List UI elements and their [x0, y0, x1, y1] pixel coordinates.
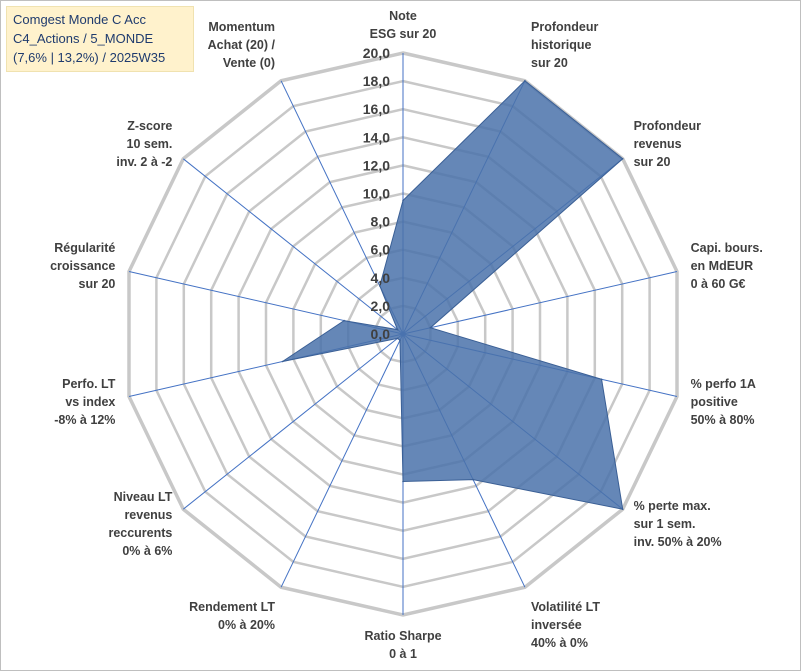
axis-label: croissance — [50, 259, 115, 273]
tick-label: 6,0 — [371, 242, 391, 258]
data-point — [472, 478, 474, 481]
data-point — [379, 285, 381, 287]
axis-label: reccurents — [108, 526, 172, 540]
axis-label: en MdEUR — [691, 259, 754, 273]
axis-label: 0% à 6% — [122, 544, 172, 558]
axis-spoke — [402, 271, 678, 335]
title-line-2: C4_Actions / 5_MONDE — [13, 31, 154, 46]
axis-label: Régularité — [54, 241, 115, 255]
axis-label: sur 1 sem. — [634, 517, 696, 531]
tick-label: 2,0 — [371, 298, 391, 314]
axis-spoke — [182, 333, 404, 510]
data-series-area — [282, 80, 624, 510]
axis-label: 50% à 80% — [691, 413, 755, 427]
axis-label: inv. 2 à -2 — [116, 155, 172, 169]
axis-spoke — [182, 158, 404, 335]
axis-label: inv. 50% à 20% — [634, 535, 722, 549]
title-line-3: (7,6% | 13,2%) / 2025W35 — [13, 50, 166, 65]
axis-label: Momentum — [208, 20, 275, 34]
axis-label: Ratio Sharpe — [364, 629, 441, 643]
title-line-1: Comgest Monde C Acc — [13, 12, 146, 27]
axis-label: Profondeur — [634, 119, 701, 133]
axis-label: sur 20 — [634, 155, 671, 169]
axis-label: revenus — [634, 137, 682, 151]
tick-label: 0,0 — [371, 326, 391, 342]
axis-label: historique — [531, 38, 591, 52]
tick-label: 20,0 — [363, 45, 390, 61]
axis-label: ESG sur 20 — [370, 27, 437, 41]
data-point — [402, 199, 404, 202]
axis-label: positive — [691, 395, 738, 409]
axis-label: inversée — [531, 618, 582, 632]
axis-label: Volatilité LT — [531, 600, 600, 614]
tick-label: 8,0 — [371, 214, 391, 230]
series-layer — [281, 80, 624, 511]
axis-label: 0 à 1 — [389, 647, 417, 661]
axis-label: -8% à 12% — [54, 413, 115, 427]
axis-label: Rendement LT — [189, 600, 275, 614]
axis-label: Profondeur — [531, 20, 598, 34]
tick-layer: 0,0 2,0 4,0 6,0 8,0 10,0 12,0 14,0 16,0 18,0 20,0 — [363, 45, 390, 342]
tick-label: 10,0 — [363, 186, 390, 202]
data-point — [621, 508, 624, 511]
axis-label: revenus — [124, 508, 172, 522]
chart-title-box: Comgest Monde C Acc C4_Actions / 5_MONDE… — [6, 6, 194, 72]
axis-spoke — [280, 333, 404, 588]
axis-label: 40% à 0% — [531, 636, 588, 650]
axis-label: sur 20 — [531, 56, 568, 70]
data-point — [343, 319, 345, 322]
axis-label: Perfo. LT — [62, 377, 116, 391]
axis-label: Niveau LT — [114, 490, 173, 504]
data-point — [621, 158, 624, 160]
tick-label: 12,0 — [363, 157, 390, 173]
data-point — [600, 378, 603, 381]
axis-label: 0 à 60 G€ — [691, 277, 746, 291]
axis-label: vs index — [65, 395, 115, 409]
data-point — [281, 360, 284, 363]
axis-label: Vente (0) — [223, 56, 275, 70]
data-point — [396, 337, 399, 340]
axis-label: Capi. bours. — [691, 241, 763, 255]
label-layer: Note ESG sur 20 Profondeur historique sur 20… — [50, 9, 763, 661]
data-point — [524, 80, 526, 82]
axis-label: Z-score — [127, 119, 172, 133]
data-point — [402, 480, 404, 483]
axis-label: 10 sem. — [127, 137, 173, 151]
data-point — [396, 328, 399, 331]
axis-label: % perte max. — [634, 499, 711, 513]
axis-label: sur 20 — [79, 277, 116, 291]
data-point — [429, 326, 432, 329]
axis-label: Achat (20) / — [208, 38, 276, 52]
axis-label: Note — [389, 9, 417, 23]
data-point — [399, 339, 401, 342]
axis-label: % perfo 1A — [691, 377, 756, 391]
tick-label: 18,0 — [363, 73, 390, 89]
axis-label: 0% à 20% — [218, 618, 275, 632]
tick-label: 4,0 — [371, 270, 391, 286]
tick-label: 16,0 — [363, 101, 390, 117]
tick-label: 14,0 — [363, 129, 390, 145]
